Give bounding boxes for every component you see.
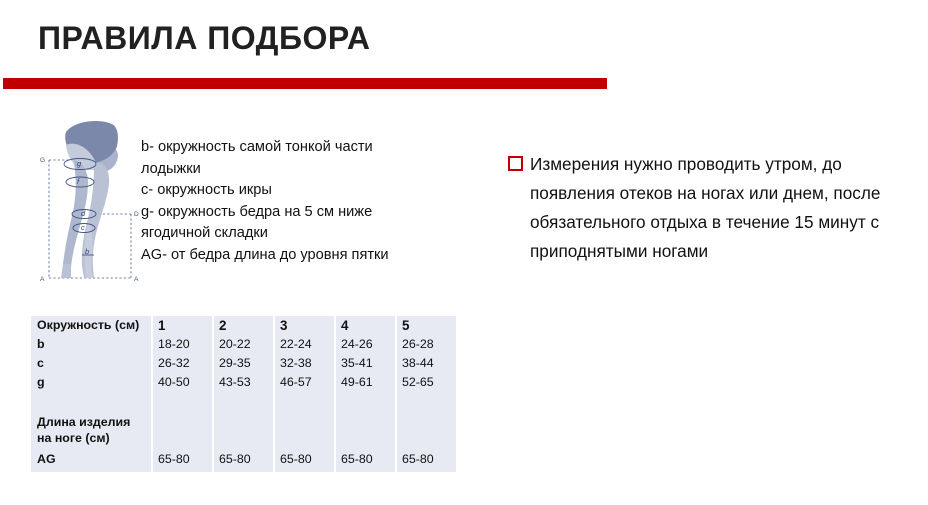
corner-label-A-right: A	[134, 276, 139, 283]
cell-c-3: 32-38	[274, 354, 336, 373]
legend-line-6: AG- от бедра длина до уровня пятки	[141, 246, 389, 263]
cell-c-4: 35-41	[335, 354, 397, 373]
table-row: AG 65-80 65-80 65-80 65-80 65-80	[31, 450, 456, 472]
cell-ag-5: 65-80	[396, 450, 456, 472]
table-header-row: Окружность (см) 1 2 3 4 5	[31, 316, 456, 335]
table-row: c 26-32 29-35 32-38 35-41 38-44	[31, 354, 456, 373]
measurement-note: Измерения нужно проводить утром, до появ…	[508, 150, 908, 266]
corner-label-D: D	[134, 211, 139, 218]
table-row: g 40-50 43-53 46-57 49-61 52-65	[31, 373, 456, 392]
legend-line-5: ягодичной складки	[141, 225, 268, 241]
table-header-size-4: 4	[335, 316, 397, 335]
red-square-bullet-icon	[508, 156, 523, 171]
table-header-size-3: 3	[274, 316, 336, 335]
leg-measurement-diagram: g f d c b G D A A	[36, 112, 146, 292]
cell-ag-1: 65-80	[152, 450, 214, 472]
spacer-cell	[274, 392, 336, 413]
row-label-g: g	[31, 373, 153, 392]
row-label-ag: AG	[31, 450, 153, 472]
cell-g-5: 52-65	[396, 373, 456, 392]
table-row: b 18-20 20-22 22-24 24-26 26-28	[31, 335, 456, 354]
table-header-size-5: 5	[396, 316, 456, 335]
cell-g-2: 43-53	[213, 373, 275, 392]
spacer-cell	[213, 392, 275, 413]
label-b: b	[85, 247, 89, 256]
legend-line-1: b- окружность самой тонкой части	[141, 139, 373, 155]
cell-ag-4: 65-80	[335, 450, 397, 472]
accent-bar	[3, 78, 607, 89]
table-header-size-2: 2	[213, 316, 275, 335]
table-header-circumference: Окружность (см)	[31, 316, 153, 335]
cell-b-3: 22-24	[274, 335, 336, 354]
section-empty-cell	[274, 413, 336, 450]
page-title: ПРАВИЛА ПОДБОРА	[38, 20, 371, 56]
spacer-cell	[396, 392, 456, 413]
label-f: f	[77, 177, 80, 186]
table-header-size-1: 1	[152, 316, 214, 335]
section-empty-cell	[335, 413, 397, 450]
cell-c-1: 26-32	[152, 354, 214, 373]
row-label-c: c	[31, 354, 153, 373]
cell-g-3: 46-57	[274, 373, 336, 392]
label-g: g	[77, 159, 82, 168]
cell-ag-2: 65-80	[213, 450, 275, 472]
cell-g-1: 40-50	[152, 373, 214, 392]
spacer-cell	[152, 392, 214, 413]
spacer-cell	[335, 392, 397, 413]
label-d: d	[81, 209, 86, 218]
cell-b-4: 24-26	[335, 335, 397, 354]
section-label-line-2: на ноге (см)	[37, 430, 110, 445]
section-empty-cell	[152, 413, 214, 450]
cell-b-5: 26-28	[396, 335, 456, 354]
corner-label-G: G	[40, 157, 45, 164]
cell-c-2: 29-35	[213, 354, 275, 373]
table-section-row: Длина изделия на ноге (см)	[31, 413, 456, 450]
corner-label-A-left: A	[40, 276, 45, 283]
row-label-b: b	[31, 335, 153, 354]
legend-line-3: c- окружность икры	[141, 182, 272, 198]
section-label-product-length: Длина изделия на ноге (см)	[31, 413, 153, 450]
cell-ag-3: 65-80	[274, 450, 336, 472]
table-spacer-row	[31, 392, 456, 413]
spacer-cell	[31, 392, 153, 413]
measurement-legend: b- окружность самой тонкой части лодыжки…	[141, 137, 436, 266]
section-empty-cell	[396, 413, 456, 450]
size-chart-table: Окружность (см) 1 2 3 4 5 b 18-20 20-22 …	[31, 316, 456, 472]
note-text: Измерения нужно проводить утром, до появ…	[530, 154, 881, 261]
cell-b-1: 18-20	[152, 335, 214, 354]
legend-line-2: лодыжки	[141, 160, 201, 177]
label-c: c	[81, 223, 85, 232]
cell-g-4: 49-61	[335, 373, 397, 392]
legend-line-4: g- окружность бедра на 5 см ниже	[141, 203, 373, 220]
cell-b-2: 20-22	[213, 335, 275, 354]
section-empty-cell	[213, 413, 275, 450]
section-label-line-1: Длина изделия	[37, 415, 131, 429]
cell-c-5: 38-44	[396, 354, 456, 373]
